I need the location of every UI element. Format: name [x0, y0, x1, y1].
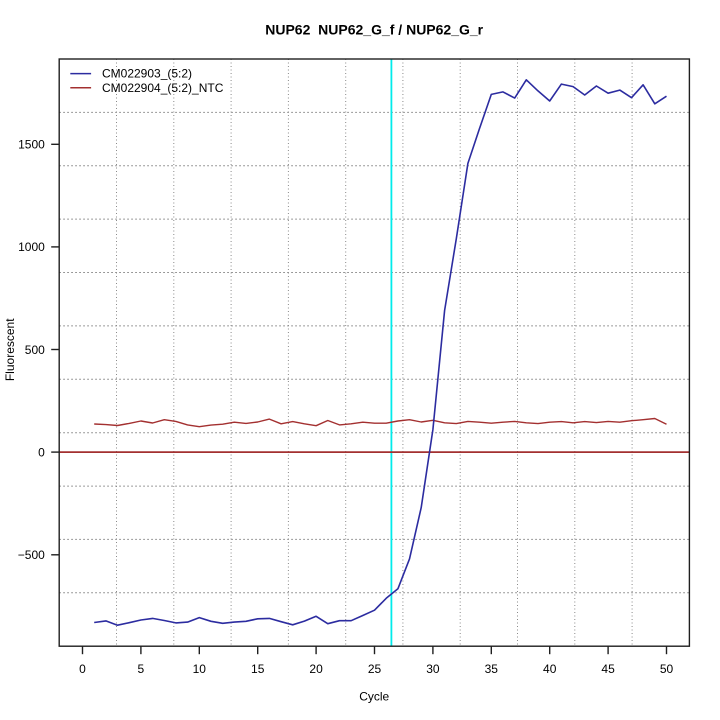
svg-text:0: 0: [79, 662, 86, 676]
svg-text:1000: 1000: [18, 240, 45, 254]
svg-text:NUP62 NUP62_G_f / NUP62_G_r: NUP62 NUP62_G_f / NUP62_G_r: [265, 22, 483, 38]
svg-text:CM022903_(5:2): CM022903_(5:2): [102, 66, 192, 80]
svg-text:45: 45: [601, 662, 615, 676]
svg-text:35: 35: [485, 662, 499, 676]
svg-text:10: 10: [193, 662, 207, 676]
svg-text:−500: −500: [18, 548, 45, 562]
svg-text:15: 15: [251, 662, 265, 676]
svg-text:Cycle: Cycle: [359, 690, 389, 704]
svg-text:500: 500: [25, 343, 45, 357]
svg-text:25: 25: [368, 662, 382, 676]
svg-text:0: 0: [38, 445, 45, 459]
svg-text:CM022904_(5:2)_NTC: CM022904_(5:2)_NTC: [102, 81, 224, 95]
svg-text:1500: 1500: [18, 138, 45, 152]
svg-text:40: 40: [543, 662, 557, 676]
svg-text:20: 20: [309, 662, 323, 676]
svg-text:30: 30: [426, 662, 440, 676]
svg-text:5: 5: [138, 662, 145, 676]
svg-text:Fluorescent: Fluorescent: [3, 318, 17, 381]
svg-text:50: 50: [660, 662, 674, 676]
